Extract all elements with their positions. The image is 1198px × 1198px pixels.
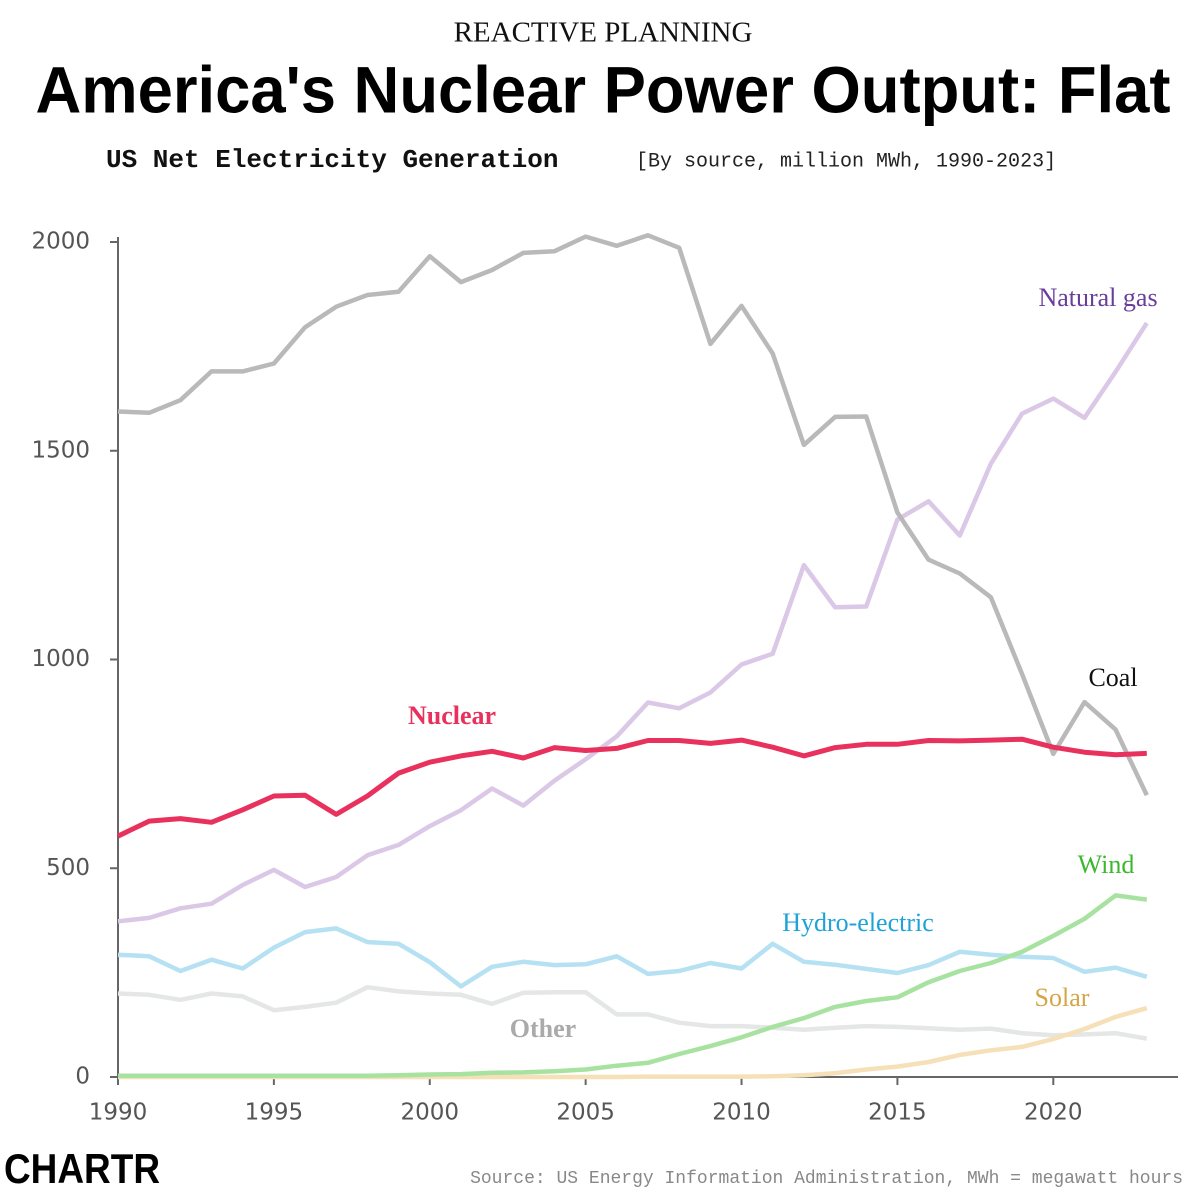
x-tick-label: 1995: [245, 1100, 304, 1126]
series-line: [117, 233, 1149, 797]
series-label: Hydro-electric: [782, 908, 934, 937]
y-tick-label: 1500: [31, 437, 90, 463]
y-tick-label: 1000: [31, 646, 90, 672]
logo: CHARTR: [4, 1145, 160, 1192]
source: Source: US Energy Information Administra…: [470, 1169, 1183, 1189]
x-tick-label: 2010: [712, 1100, 771, 1126]
y-tick-label: 500: [46, 855, 90, 881]
y-tick-label: 2000: [31, 229, 90, 255]
x-tick-label: 2005: [556, 1100, 615, 1126]
x-tick-label: 2015: [868, 1100, 927, 1126]
subtitle: US Net Electricity Generation: [106, 145, 558, 175]
y-tick-label: 0: [75, 1064, 90, 1090]
series-line: [116, 736, 1147, 839]
x-tick-label: 2000: [400, 1100, 459, 1126]
x-tick-label: 2020: [1024, 1100, 1083, 1126]
chart-title: America's Nuclear Power Output: Flat: [36, 52, 1171, 126]
series-line: [118, 893, 1148, 1078]
series-label: Solar: [1035, 983, 1090, 1012]
series-label: Other: [510, 1014, 576, 1043]
kicker: REACTIVE PLANNING: [454, 17, 753, 49]
series-line: [118, 1005, 1148, 1080]
series-line: [117, 926, 1148, 989]
series-label: Natural gas: [1038, 283, 1157, 312]
subtitle-note: [By source, million MWh, 1990-2023]: [636, 150, 1056, 173]
series-label: Coal: [1088, 663, 1137, 692]
x-tick-label: 1990: [89, 1100, 148, 1126]
series-label: Wind: [1078, 850, 1135, 879]
series-line: [117, 984, 1148, 1041]
series-label: Nuclear: [408, 701, 496, 730]
series-line: [117, 321, 1149, 924]
